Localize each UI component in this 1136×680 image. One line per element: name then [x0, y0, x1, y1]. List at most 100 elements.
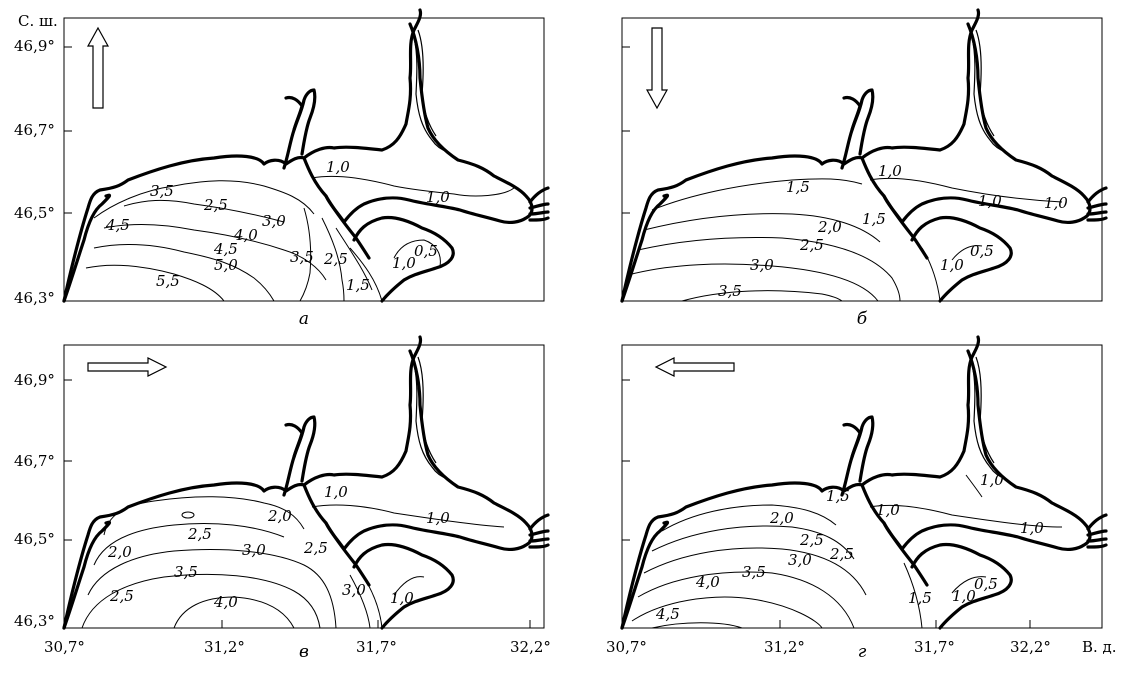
lat-tick-label: 46,7° — [14, 121, 55, 139]
lon-tick-label: 31,7° — [914, 638, 955, 656]
isoline-label: 3,5 — [742, 563, 766, 581]
isoline-label: 3,0 — [342, 581, 366, 599]
arrow-down-icon — [645, 27, 669, 110]
isoline-label: 2,5 — [829, 545, 854, 563]
isoline-label: 1,0 — [978, 192, 1002, 210]
panel-b: 1,5 2,0 1,5 2,5 3,0 3,5 1,0 1,0 1,0 1,0 … — [620, 8, 1108, 329]
lat-unit-label: С. ш. — [18, 12, 58, 30]
isoline-label: 2,0 — [817, 218, 842, 236]
lat-tick-label: 46,9° — [14, 371, 55, 389]
panel-a: 3,5 2,5 3,0 4,0 4,5 5,0 5,5 3,5 2,5 1,5 … — [62, 8, 550, 329]
map-frame — [621, 17, 1103, 302]
isoline-label: 0,5 — [414, 242, 438, 260]
isoline-label: 2,0 — [107, 543, 132, 561]
lat-tick-label: 46,3° — [14, 612, 55, 630]
lat-tick-label: 46,9° — [14, 37, 55, 55]
panel-v: 2,0 2,0 2,5 3,0 2,5 3,5 4,0 2,5 3,0 1,0 … — [62, 335, 550, 662]
lat-ticks — [64, 46, 630, 541]
isoline-label: 1,0 — [940, 256, 964, 274]
isoline-label: 5,0 — [214, 256, 238, 274]
isoline-label: 3,0 — [788, 551, 812, 569]
isoline-label: 3,5 — [150, 182, 174, 200]
isoline-label: 1,0 — [426, 188, 450, 206]
isoline-label: 1,5 — [786, 178, 810, 196]
isoline-label: 2,5 — [187, 525, 212, 543]
lat-axis-top: С. ш. 46,9° 46,7° 46,5° 46,3° — [14, 12, 58, 307]
isoline-label: 2,0 — [769, 509, 794, 527]
isoline-label: 2,5 — [799, 531, 824, 549]
isoline-label: 0,5 — [974, 575, 998, 593]
isoline-label: 1,0 — [426, 509, 450, 527]
isoline-label: 1,5 — [908, 589, 932, 607]
isoline-label: 1,5 — [862, 210, 886, 228]
isolines — [85, 175, 515, 302]
isoline-label: 2,5 — [303, 539, 328, 557]
isoline-label: 2,5 — [203, 196, 228, 214]
isoline-label: 2,0 — [267, 507, 292, 525]
panel-letter: б — [857, 309, 868, 329]
lon-ticks — [221, 620, 1031, 628]
lon-axis-left: 30,7° 31,2° 31,7° 32,2° — [44, 638, 551, 656]
isoline-label: 4,0 — [695, 573, 720, 591]
isolines — [631, 474, 1063, 629]
isoline-label: 1,0 — [326, 158, 350, 176]
isoline-label: 1,5 — [826, 487, 850, 505]
lon-tick-label: 31,7° — [356, 638, 397, 656]
isoline-labels: 2,0 2,0 2,5 3,0 2,5 3,5 4,0 2,5 3,0 1,0 … — [107, 483, 450, 611]
isoline-label: 4,5 — [213, 240, 238, 258]
panel-letter: а — [299, 309, 309, 329]
isoline-label: 1,0 — [1020, 519, 1044, 537]
isoline-label: 1,0 — [952, 587, 976, 605]
map-frame — [621, 344, 1103, 629]
isoline-label: 3,5 — [290, 248, 314, 266]
isoline-label: 2,5 — [109, 587, 134, 605]
isoline-label: 1,0 — [392, 254, 416, 272]
map-frame — [63, 344, 545, 629]
isoline-label: 0,5 — [970, 242, 994, 260]
isoline-labels: 2,0 2,5 3,0 3,5 4,0 4,5 2,5 1,5 1,5 1,0 … — [655, 471, 1044, 623]
isoline-label: 3,5 — [174, 563, 198, 581]
isoline-label: 4,5 — [655, 605, 680, 623]
isoline-label: 1,0 — [876, 501, 900, 519]
isoline-label: 1,0 — [878, 162, 902, 180]
isoline-label: 3,0 — [262, 212, 286, 230]
panel-g: 2,0 2,5 3,0 3,5 4,0 4,5 2,5 1,5 1,5 1,0 … — [620, 335, 1108, 662]
lon-tick-label: 32,2° — [1010, 638, 1051, 656]
isoline-label: 5,5 — [156, 272, 180, 290]
isoline-label: 3,5 — [718, 282, 742, 300]
isoline-label: 1,0 — [980, 471, 1004, 489]
isoline-label: 4,0 — [213, 593, 238, 611]
isoline-label: 3,0 — [242, 541, 266, 559]
map-frame — [63, 17, 545, 302]
lat-tick-label: 46,5° — [14, 204, 55, 222]
lat-tick-label: 46,7° — [14, 452, 55, 470]
isoline-labels: 1,5 2,0 1,5 2,5 3,0 3,5 1,0 1,0 1,0 1,0 … — [718, 162, 1068, 300]
lon-tick-label: 32,2° — [510, 638, 551, 656]
lon-unit-label: В. д. — [1082, 638, 1117, 656]
isoline-label: 4,0 — [233, 226, 258, 244]
isoline-label: 1,0 — [390, 589, 414, 607]
lat-axis-bottom: 46,9° 46,7° 46,5° 46,3° — [14, 371, 55, 630]
isoline-label: 2,5 — [799, 236, 824, 254]
lon-tick-label: 30,7° — [44, 638, 85, 656]
lon-tick-label: 31,2° — [764, 638, 805, 656]
arrow-right-icon — [87, 357, 168, 377]
isoline-label: 1,5 — [346, 276, 370, 294]
isoline-label: 1,0 — [1044, 194, 1068, 212]
isolines — [631, 177, 1063, 302]
arrow-up-icon — [86, 26, 110, 109]
isoline-label: 2,5 — [323, 250, 348, 268]
lon-tick-label: 31,2° — [204, 638, 245, 656]
isoline-labels: 3,5 2,5 3,0 4,0 4,5 5,0 5,5 3,5 2,5 1,5 … — [105, 158, 450, 294]
arrow-left-icon — [654, 357, 735, 377]
panel-letter: в — [299, 642, 309, 662]
isoline-label: 1,0 — [324, 483, 348, 501]
panel-letter: г — [858, 642, 867, 662]
lat-tick-label: 46,5° — [14, 530, 55, 548]
lon-tick-label: 30,7° — [606, 638, 647, 656]
lon-axis-right: 30,7° 31,2° 31,7° 32,2° В. д. — [606, 638, 1117, 656]
lat-tick-label: 46,3° — [14, 289, 55, 307]
isoline-label: 4,5 — [105, 216, 130, 234]
isolines — [81, 496, 505, 629]
